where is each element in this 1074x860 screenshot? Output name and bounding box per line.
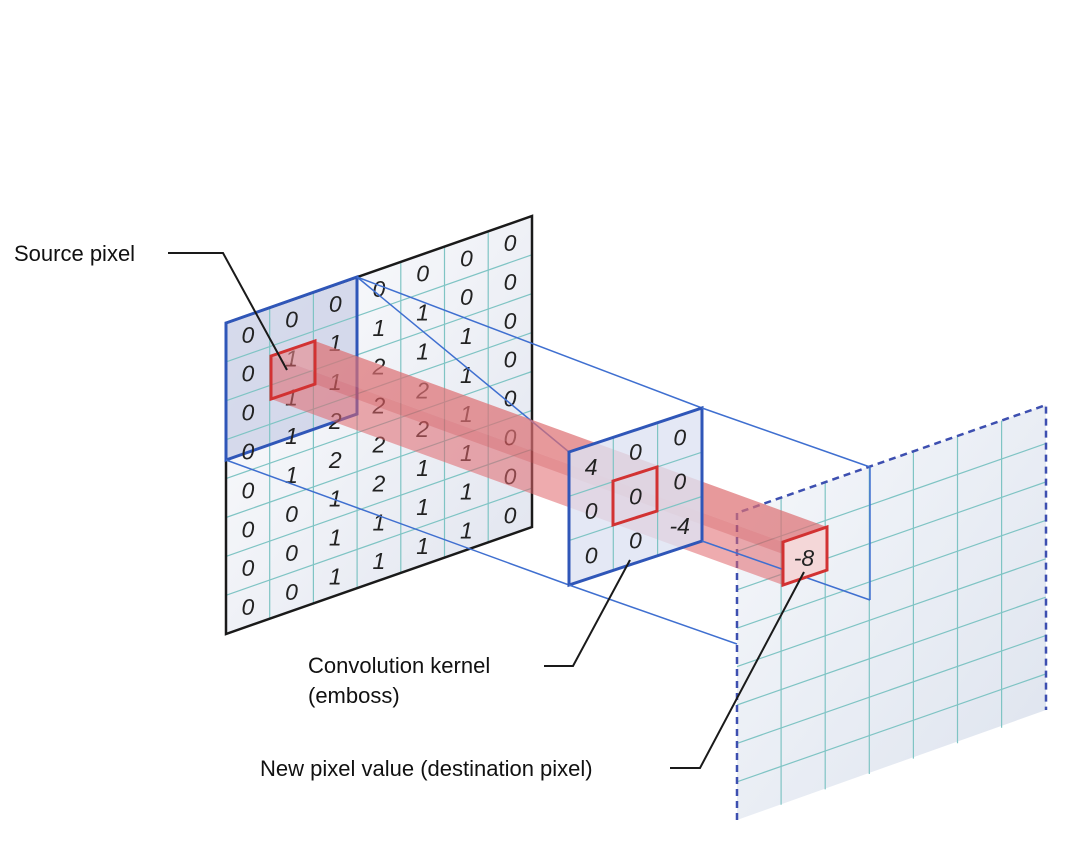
kernel-values: 4 0 0 0 0 0 0 0 -4	[585, 424, 690, 568]
destination-pixel: -8	[781, 524, 829, 588]
source-pixel-value: 0	[460, 284, 473, 310]
source-pixel-value: 0	[504, 230, 517, 256]
source-pixel-value: 0	[241, 400, 254, 426]
source-pixel-value: 1	[460, 479, 473, 505]
source-pixel-value: 1	[416, 338, 429, 364]
source-pixel-value: 1	[285, 462, 298, 488]
new-pixel-label: New pixel value (destination pixel)	[260, 756, 593, 781]
destination-pixel-value: -8	[794, 545, 815, 571]
source-pixel-value: 2	[372, 470, 386, 496]
source-pixel-value: 1	[416, 494, 429, 520]
source-pixel-value: 0	[241, 322, 254, 348]
source-pixel-value: 0	[285, 307, 298, 333]
kernel-value: 4	[585, 454, 598, 480]
kernel-center-box	[611, 464, 659, 528]
kernel-label-line1: Convolution kernel	[308, 653, 490, 678]
destination-grid-row-line	[736, 596, 1046, 706]
source-pixel-value: 0	[241, 516, 254, 542]
kernel-value: 0	[629, 528, 642, 554]
source-pixel-value: 0	[504, 308, 517, 334]
destination-grid-row-line	[736, 673, 1046, 783]
source-pixel-value: 1	[460, 362, 473, 388]
source-grid-row-line	[225, 487, 533, 596]
source-pixel-value: 1	[285, 423, 298, 449]
kernel-leader	[544, 559, 631, 667]
kernel-value: 0	[629, 483, 642, 509]
source-pixel-value: 0	[416, 261, 429, 287]
source-pixel-value: 0	[373, 276, 386, 302]
source-grid-row-line	[225, 254, 533, 363]
source-pixel-value: 0	[241, 361, 254, 387]
source-pixel-value: 0	[241, 439, 254, 465]
source-pixel-value: 0	[329, 291, 342, 317]
source-pixel-value: 1	[329, 525, 342, 551]
destination-image	[735, 403, 1048, 820]
source-pixel-leader	[168, 252, 288, 371]
new-pixel-leader	[670, 571, 805, 769]
convolution-kernel: 4 0 0 0 0 0 0 0 -4	[567, 405, 704, 588]
kernel-value: 0	[629, 439, 642, 465]
kernel-value: 0	[673, 469, 686, 495]
kernel-label-line2: (emboss)	[308, 683, 400, 708]
source-pixel-value: 0	[241, 477, 254, 503]
source-pixel-value: 2	[328, 447, 342, 473]
source-pixel-value: 0	[504, 269, 517, 295]
source-pixel-value: 0	[241, 594, 254, 620]
kernel-value: 0	[673, 424, 686, 450]
source-pixel-value: 1	[416, 300, 429, 326]
source-pixel-value: 0	[285, 579, 298, 605]
source-pixel-value: 1	[416, 455, 429, 481]
destination-grid-row-line	[736, 635, 1046, 744]
source-pixel-box	[269, 338, 317, 402]
kernel-value: 0	[585, 498, 598, 524]
source-pixel-value: 0	[285, 540, 298, 566]
source-pixel-value: 0	[285, 501, 298, 527]
source-pixel-value: 1	[416, 533, 429, 559]
kernel-value: -4	[670, 513, 690, 539]
source-pixel-value: 0	[504, 347, 517, 373]
source-pixel-value: 0	[504, 502, 517, 528]
source-pixel-value: 0	[241, 555, 254, 581]
source-pixel-value: 1	[373, 548, 386, 574]
source-pixel-value: 0	[460, 245, 473, 271]
destination-grid-lines	[736, 420, 1046, 805]
destination-grid-row-line	[736, 558, 1046, 668]
source-pixel-value: 1	[373, 509, 386, 535]
source-pixel-value: 1	[373, 315, 386, 341]
source-pixel-value: 1	[329, 486, 342, 512]
callouts	[168, 252, 805, 769]
destination-grid-row-line	[736, 519, 1046, 629]
kernel-value: 0	[585, 542, 598, 568]
source-pixel-value: 1	[329, 564, 342, 590]
source-pixel-label: Source pixel	[14, 241, 135, 266]
source-pixel-value: 0	[504, 386, 517, 412]
source-pixel-value: 1	[460, 323, 473, 349]
source-pixel-value: 1	[460, 518, 473, 544]
